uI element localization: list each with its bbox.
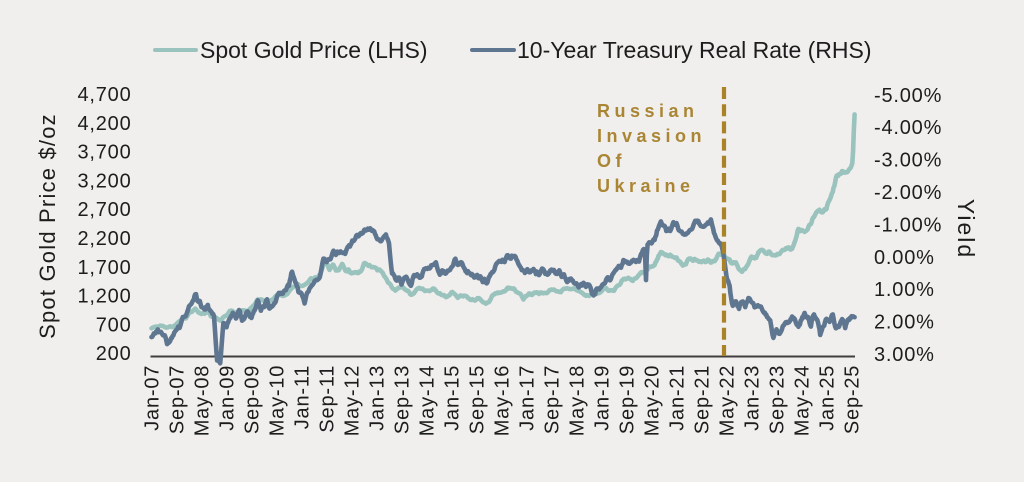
svg-text:Sep-13: Sep-13 [392,365,414,434]
svg-text:3.00%: 3.00% [874,344,935,366]
svg-text:May-10: May-10 [267,365,289,437]
svg-text:3,200: 3,200 [77,170,131,192]
svg-text:-4.00%: -4.00% [874,117,942,139]
svg-text:4,700: 4,700 [77,84,131,106]
svg-text:Sep-11: Sep-11 [317,365,339,433]
svg-text:May-22: May-22 [717,365,739,437]
svg-text:-5.00%: -5.00% [874,85,942,107]
svg-text:Jan-19: Jan-19 [592,365,614,431]
svg-text:0.00%: 0.00% [874,247,935,269]
svg-text:-3.00%: -3.00% [874,150,942,172]
svg-text:Ukraine: Ukraine [597,176,695,196]
svg-text:Jan-23: Jan-23 [742,365,764,431]
svg-text:3,700: 3,700 [77,142,131,164]
svg-text:May-24: May-24 [792,365,814,437]
svg-text:Jan-15: Jan-15 [442,365,464,431]
svg-text:May-14: May-14 [417,365,439,437]
svg-text:1.00%: 1.00% [874,279,935,301]
svg-text:-1.00%: -1.00% [874,214,942,236]
svg-text:Yield: Yield [953,199,979,259]
svg-text:Invasion: Invasion [597,126,706,146]
svg-text:Jan-21: Jan-21 [667,365,689,431]
svg-text:Jan-11: Jan-11 [292,365,314,429]
svg-text:10-Year Treasury Real Rate (RH: 10-Year Treasury Real Rate (RHS) [517,37,872,63]
svg-text:May-08: May-08 [192,365,214,437]
svg-text:Jan-07: Jan-07 [142,365,164,431]
svg-text:1,700: 1,700 [77,257,131,279]
svg-text:Sep-17: Sep-17 [542,365,564,434]
svg-text:May-20: May-20 [642,365,664,437]
svg-text:Sep-25: Sep-25 [842,365,864,434]
svg-text:May-18: May-18 [567,365,589,437]
svg-text:Sep-21: Sep-21 [692,365,714,434]
svg-text:Spot Gold Price (LHS): Spot Gold Price (LHS) [200,37,428,63]
svg-text:Sep-19: Sep-19 [617,365,639,434]
svg-text:Of: Of [597,151,626,171]
svg-text:Sep-09: Sep-09 [242,365,264,434]
svg-text:2.00%: 2.00% [874,312,935,334]
svg-text:May-12: May-12 [342,365,364,437]
svg-text:Sep-23: Sep-23 [767,365,789,434]
svg-text:-2.00%: -2.00% [874,182,942,204]
svg-text:Sep-15: Sep-15 [467,365,489,434]
svg-text:2,700: 2,700 [77,199,131,221]
svg-text:Jan-09: Jan-09 [217,365,239,431]
svg-text:Spot Gold Price $/oz: Spot Gold Price $/oz [35,113,60,339]
svg-text:Jan-17: Jan-17 [517,365,539,431]
svg-text:200: 200 [96,343,132,365]
svg-text:1,200: 1,200 [77,286,131,308]
svg-text:Sep-07: Sep-07 [167,365,189,434]
svg-text:May-16: May-16 [492,365,514,437]
svg-text:Jan-25: Jan-25 [817,365,839,431]
svg-text:Russian: Russian [597,101,699,121]
svg-text:Jan-13: Jan-13 [367,365,389,431]
svg-text:4,200: 4,200 [77,113,131,135]
svg-text:700: 700 [96,314,132,336]
svg-text:2,200: 2,200 [77,228,131,250]
